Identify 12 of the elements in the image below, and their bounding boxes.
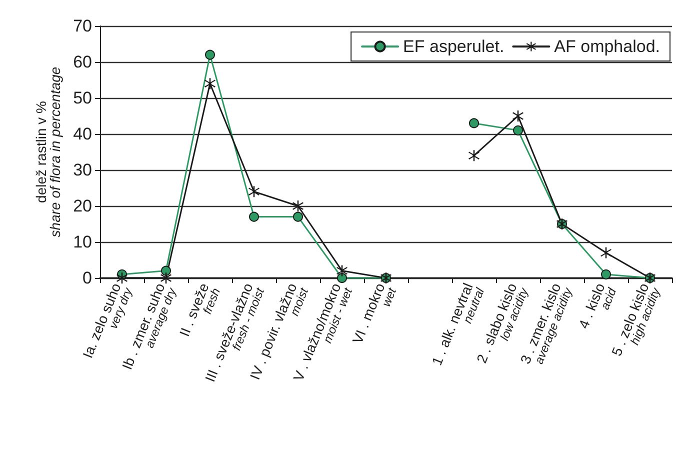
y-tick-label: 50 [73, 88, 92, 108]
y-tick-label: 20 [73, 196, 92, 216]
y-tick-label: 0 [82, 268, 92, 288]
y-tick-label: 10 [73, 232, 92, 252]
y-tick-label: 70 [73, 16, 92, 36]
x-tick-label: 4 . kislo acid [575, 280, 620, 331]
legend-label: AF omphalod. [554, 37, 660, 56]
legend-label: EF asperulet. [403, 37, 504, 56]
y-tick-label: 60 [73, 52, 92, 72]
y-tick-label: 30 [73, 160, 92, 180]
y-tick-label: 40 [73, 124, 92, 144]
y-axis-title: delež rastlin v % share of flora in percentage [33, 66, 63, 238]
